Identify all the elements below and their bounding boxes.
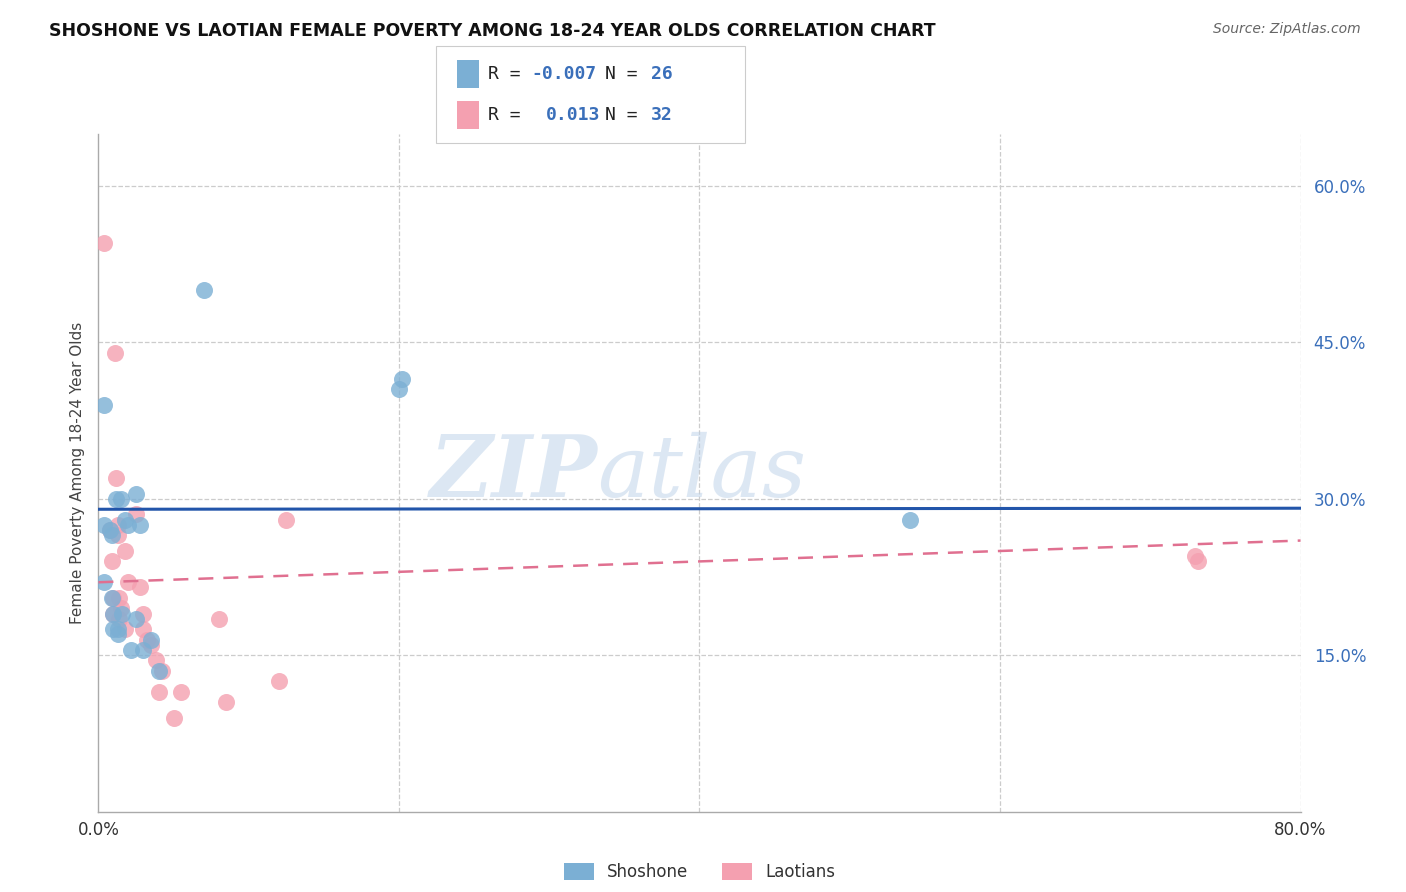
Text: N =: N =	[605, 65, 648, 83]
Point	[103, 607, 125, 621]
Point	[104, 346, 127, 360]
Point	[110, 491, 132, 506]
Point	[129, 581, 152, 595]
Text: 32: 32	[651, 106, 672, 124]
Point	[101, 528, 124, 542]
Point	[101, 591, 124, 605]
Point	[103, 591, 125, 605]
Point	[101, 554, 124, 568]
Point	[391, 372, 413, 386]
Y-axis label: Female Poverty Among 18-24 Year Olds: Female Poverty Among 18-24 Year Olds	[69, 322, 84, 624]
Point	[276, 513, 298, 527]
Point	[108, 612, 131, 626]
Text: R =: R =	[488, 106, 531, 124]
Text: atlas: atlas	[598, 432, 807, 514]
Point	[108, 591, 131, 605]
Point	[105, 491, 128, 506]
Text: 26: 26	[651, 65, 672, 83]
Point	[114, 513, 136, 527]
Point	[150, 664, 173, 678]
Point	[93, 517, 115, 532]
Point	[107, 627, 129, 641]
Point	[111, 607, 134, 621]
Text: Source: ZipAtlas.com: Source: ZipAtlas.com	[1213, 22, 1361, 37]
Point	[100, 523, 122, 537]
Point	[1187, 554, 1209, 568]
Text: ZIP: ZIP	[429, 431, 598, 515]
Text: -0.007: -0.007	[531, 65, 596, 83]
Point	[107, 622, 129, 636]
Point	[93, 575, 115, 590]
Point	[103, 607, 125, 621]
Point	[117, 575, 139, 590]
Point	[107, 528, 129, 542]
Point	[898, 513, 921, 527]
Point	[100, 523, 122, 537]
Point	[114, 622, 136, 636]
Point	[139, 632, 162, 647]
Point	[132, 607, 155, 621]
Point	[388, 382, 411, 396]
Point	[114, 544, 136, 558]
Point	[93, 236, 115, 251]
Text: SHOSHONE VS LAOTIAN FEMALE POVERTY AMONG 18-24 YEAR OLDS CORRELATION CHART: SHOSHONE VS LAOTIAN FEMALE POVERTY AMONG…	[49, 22, 936, 40]
Text: R =: R =	[488, 65, 531, 83]
Point	[162, 711, 184, 725]
Point	[148, 685, 170, 699]
Point	[117, 517, 139, 532]
Point	[208, 612, 231, 626]
Point	[125, 612, 148, 626]
Point	[110, 601, 132, 615]
Point	[148, 664, 170, 678]
Point	[125, 508, 148, 522]
Point	[135, 632, 157, 647]
Point	[145, 653, 167, 667]
Point	[93, 398, 115, 412]
Legend: Shoshone, Laotians: Shoshone, Laotians	[564, 863, 835, 881]
Point	[215, 695, 238, 709]
Point	[129, 517, 152, 532]
Point	[132, 622, 155, 636]
Point	[103, 622, 125, 636]
Point	[105, 471, 128, 485]
Point	[121, 643, 143, 657]
Point	[132, 643, 155, 657]
Text: N =: N =	[605, 106, 648, 124]
Point	[125, 486, 148, 500]
Point	[170, 685, 193, 699]
Text: 0.013: 0.013	[546, 106, 600, 124]
Point	[1184, 549, 1206, 564]
Point	[107, 517, 129, 532]
Point	[139, 638, 162, 652]
Point	[267, 674, 290, 689]
Point	[193, 283, 215, 297]
